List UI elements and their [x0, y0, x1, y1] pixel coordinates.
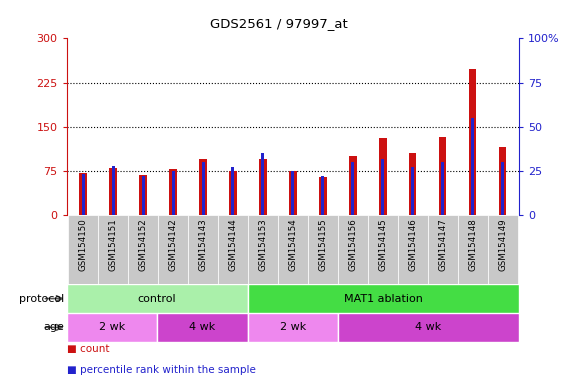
Text: ■ count: ■ count: [67, 344, 109, 354]
Bar: [98, 215, 128, 284]
Bar: [321, 176, 324, 215]
Text: 2 wk: 2 wk: [280, 322, 306, 333]
Text: GSM154142: GSM154142: [169, 218, 177, 271]
Bar: [248, 284, 519, 313]
Bar: [248, 215, 278, 284]
Text: age: age: [43, 322, 64, 333]
Bar: [67, 313, 157, 342]
Bar: [499, 147, 506, 215]
Text: 4 wk: 4 wk: [415, 322, 442, 333]
Text: GSM154153: GSM154153: [259, 218, 267, 271]
Bar: [488, 215, 517, 284]
Bar: [349, 156, 357, 215]
Bar: [172, 171, 175, 215]
Bar: [291, 171, 295, 215]
Text: GSM154149: GSM154149: [498, 218, 507, 271]
Bar: [128, 215, 158, 284]
Bar: [469, 69, 476, 215]
Text: GSM154150: GSM154150: [79, 218, 88, 271]
Bar: [248, 313, 338, 342]
Text: GSM154151: GSM154151: [108, 218, 118, 271]
Bar: [262, 153, 264, 215]
Bar: [111, 166, 115, 215]
Bar: [259, 159, 267, 215]
Bar: [338, 215, 368, 284]
Bar: [201, 162, 205, 215]
Text: GSM154145: GSM154145: [378, 218, 387, 271]
Bar: [319, 177, 327, 215]
Bar: [289, 171, 296, 215]
Bar: [398, 215, 427, 284]
Bar: [501, 162, 504, 215]
Bar: [381, 159, 385, 215]
Bar: [471, 118, 474, 215]
Text: ■ percentile rank within the sample: ■ percentile rank within the sample: [67, 365, 256, 375]
Bar: [441, 162, 444, 215]
Bar: [427, 215, 458, 284]
Text: MAT1 ablation: MAT1 ablation: [344, 293, 423, 304]
Bar: [110, 168, 117, 215]
Text: GSM154143: GSM154143: [198, 218, 208, 271]
Bar: [79, 173, 87, 215]
Bar: [231, 167, 234, 215]
Text: GSM154147: GSM154147: [438, 218, 447, 271]
Text: GSM154156: GSM154156: [349, 218, 357, 271]
Text: 2 wk: 2 wk: [99, 322, 125, 333]
Bar: [308, 215, 338, 284]
Bar: [67, 284, 248, 313]
Bar: [409, 153, 416, 215]
Bar: [351, 162, 354, 215]
Text: GSM154146: GSM154146: [408, 218, 417, 271]
Bar: [379, 139, 386, 215]
Text: GSM154152: GSM154152: [139, 218, 147, 271]
Bar: [158, 215, 188, 284]
Bar: [458, 215, 488, 284]
Text: GSM154148: GSM154148: [468, 218, 477, 271]
Text: control: control: [138, 293, 176, 304]
Bar: [188, 215, 218, 284]
Bar: [338, 313, 519, 342]
Bar: [139, 175, 147, 215]
Bar: [439, 137, 447, 215]
Bar: [218, 215, 248, 284]
Text: GSM154154: GSM154154: [288, 218, 298, 271]
Bar: [68, 215, 98, 284]
Bar: [142, 176, 144, 215]
Text: protocol: protocol: [19, 293, 64, 304]
Text: GDS2561 / 97997_at: GDS2561 / 97997_at: [209, 17, 347, 30]
Bar: [229, 171, 237, 215]
Bar: [157, 313, 248, 342]
Bar: [82, 174, 85, 215]
Bar: [169, 169, 177, 215]
Bar: [411, 167, 414, 215]
Bar: [368, 215, 398, 284]
Bar: [200, 159, 206, 215]
Text: GSM154144: GSM154144: [229, 218, 237, 271]
Text: 4 wk: 4 wk: [189, 322, 216, 333]
Bar: [278, 215, 308, 284]
Text: GSM154155: GSM154155: [318, 218, 327, 271]
